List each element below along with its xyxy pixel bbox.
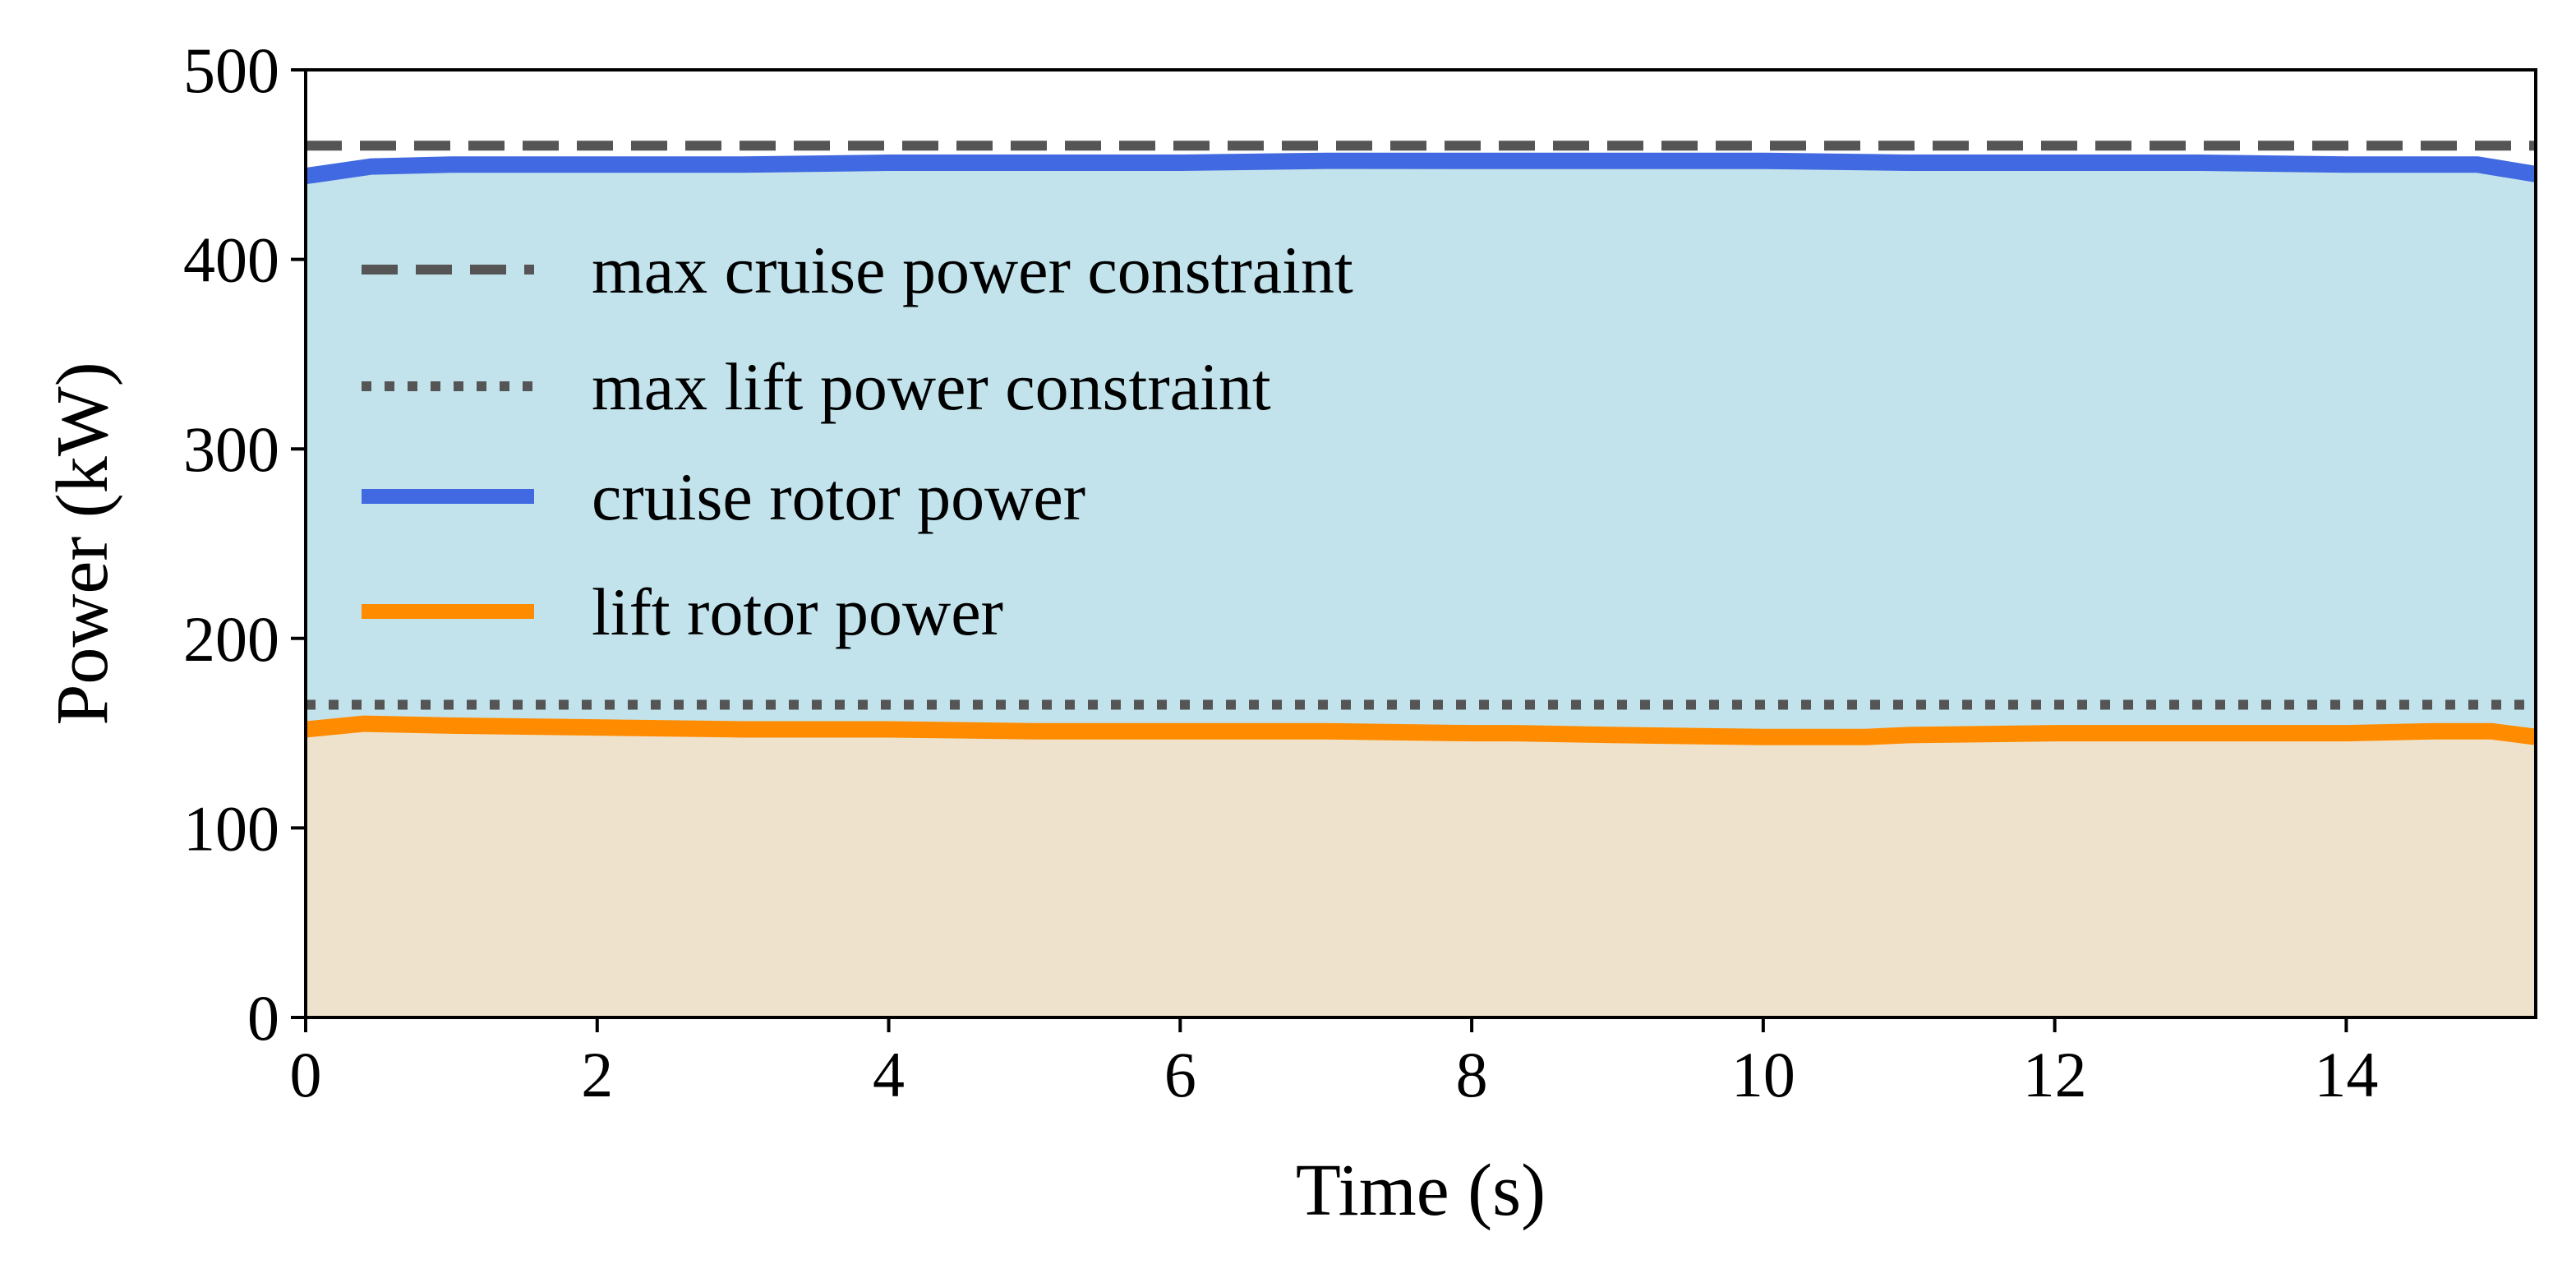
y-tick-label: 0 bbox=[247, 982, 279, 1054]
x-axis-title: Time (s) bbox=[1296, 1150, 1546, 1231]
y-tick-label: 100 bbox=[183, 792, 279, 864]
x-tick-label: 2 bbox=[581, 1039, 613, 1110]
cruise-area-fill bbox=[306, 160, 2536, 737]
legend-label-lift-constraint: max lift power constraint bbox=[592, 349, 1271, 424]
y-axis-ticks: 0 100 200 300 400 500 bbox=[183, 35, 306, 1054]
y-tick-label: 200 bbox=[183, 603, 279, 675]
x-tick-label: 0 bbox=[290, 1039, 322, 1110]
x-tick-label: 4 bbox=[873, 1039, 905, 1110]
x-tick-label: 10 bbox=[1731, 1039, 1795, 1110]
cruise-rotor-power-line bbox=[304, 152, 2537, 185]
y-axis-title: Power (kW) bbox=[42, 362, 123, 725]
series-lines bbox=[304, 152, 2537, 745]
y-tick-label: 400 bbox=[183, 224, 279, 296]
legend: max cruise power constraint max lift pow… bbox=[362, 233, 1353, 649]
lift-area-fill bbox=[306, 723, 2536, 1017]
legend-label-cruise-rotor: cruise rotor power bbox=[592, 459, 1085, 534]
x-tick-label: 14 bbox=[2314, 1039, 2378, 1110]
legend-label-cruise-constraint: max cruise power constraint bbox=[592, 233, 1353, 307]
x-tick-label: 6 bbox=[1164, 1039, 1196, 1110]
x-axis-ticks: 0 2 4 6 8 10 12 14 bbox=[290, 1017, 2378, 1110]
plot-frame bbox=[304, 68, 2537, 1019]
y-tick-label: 300 bbox=[183, 413, 279, 485]
x-tick-label: 12 bbox=[2023, 1039, 2087, 1110]
lift-rotor-power-line bbox=[305, 715, 2537, 745]
x-tick-label: 8 bbox=[1456, 1039, 1488, 1110]
y-tick-label: 500 bbox=[183, 35, 279, 106]
legend-label-lift-rotor: lift rotor power bbox=[592, 574, 1003, 649]
area-fills bbox=[306, 160, 2536, 1017]
constraint-lines bbox=[306, 141, 2536, 710]
